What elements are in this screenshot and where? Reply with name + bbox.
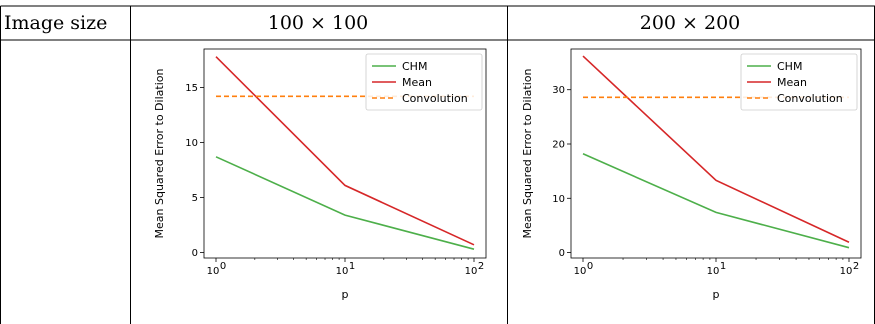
y-tick-label: 0 — [192, 248, 198, 259]
header-200x200: 200 × 200 — [640, 12, 741, 34]
x-tick-label: 10 — [336, 266, 349, 277]
x-tick-exponent: 2 — [478, 261, 484, 272]
legend-label-chm: CHM — [777, 60, 802, 73]
x-tick-exponent: 0 — [587, 261, 593, 272]
legend-label-mean: Mean — [402, 76, 432, 89]
legend-label-convolution: Convolution — [777, 92, 843, 105]
x-tick-label: 10 — [574, 266, 587, 277]
y-axis-label: Mean Squared Error to Dilation — [521, 69, 534, 239]
x-axis-label: p — [342, 288, 349, 301]
y-tick-label: 5 — [192, 193, 198, 204]
x-tick-exponent: 1 — [349, 261, 355, 272]
x-tick-label: 10 — [465, 266, 478, 277]
legend-box — [740, 53, 858, 111]
y-axis-label: Mean Squared Error to Dilation — [153, 69, 166, 239]
legend-label-convolution: Convolution — [402, 92, 468, 105]
legend-label-mean: Mean — [777, 76, 807, 89]
legend-label-chm: CHM — [402, 60, 427, 73]
x-tick-exponent: 0 — [220, 261, 226, 272]
series-line-chm — [582, 153, 850, 249]
y-tick-label: 0 — [559, 248, 565, 259]
y-tick-label: 30 — [552, 85, 565, 96]
x-tick-label: 10 — [707, 266, 720, 277]
x-tick-label: 10 — [840, 266, 853, 277]
series-line-mean — [215, 56, 475, 246]
legend-box — [365, 53, 483, 111]
x-tick-exponent: 1 — [720, 261, 726, 272]
header-100x100: 100 × 100 — [268, 12, 369, 34]
header-image-size: Image size — [4, 12, 107, 34]
y-tick-label: 10 — [185, 138, 198, 149]
y-tick-label: 15 — [185, 83, 198, 94]
x-tick-exponent: 2 — [853, 261, 859, 272]
series-line-chm — [215, 156, 475, 250]
y-tick-label: 10 — [552, 194, 565, 205]
y-tick-label: 20 — [552, 140, 565, 151]
x-tick-label: 10 — [207, 266, 220, 277]
x-axis-label: p — [713, 288, 720, 301]
